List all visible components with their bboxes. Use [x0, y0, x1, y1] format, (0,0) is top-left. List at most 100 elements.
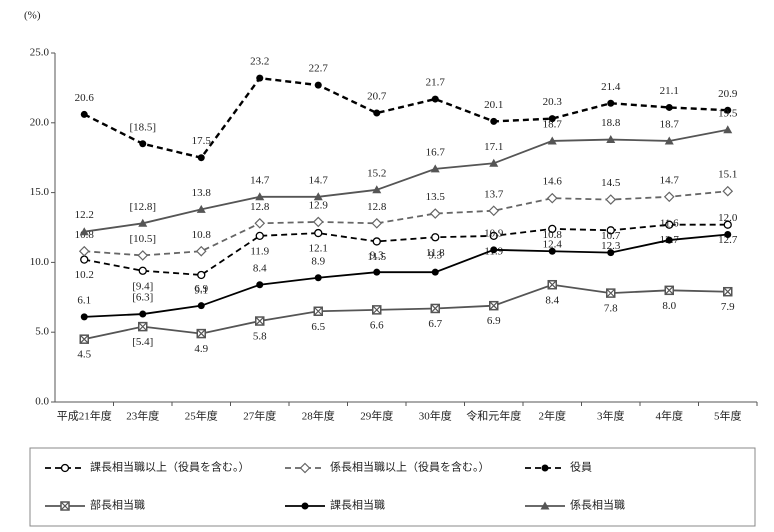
data-point — [372, 237, 381, 246]
series-line — [84, 190, 728, 257]
data-point — [430, 303, 440, 314]
data-point — [664, 285, 674, 296]
data-point — [197, 154, 205, 162]
data-label: 4.5 — [77, 349, 91, 361]
data-point — [490, 246, 498, 254]
data-label: 11.6 — [660, 218, 679, 230]
data-label: 8.9 — [311, 255, 325, 267]
data-label: 6.9 — [487, 315, 501, 327]
data-point — [373, 268, 381, 276]
legend-label: 役員 — [570, 460, 592, 474]
legend-marker — [541, 464, 549, 472]
data-label: 6.7 — [428, 318, 442, 330]
x-tick-label: 2年度 — [539, 409, 567, 423]
data-label: 11.8 — [426, 247, 445, 259]
data-point — [138, 321, 148, 332]
data-point — [314, 274, 322, 282]
data-point — [547, 279, 557, 290]
data-point — [197, 270, 206, 280]
data-point — [606, 135, 616, 144]
data-label: 20.6 — [75, 92, 95, 104]
data-point — [312, 216, 324, 228]
data-label: 14.5 — [601, 177, 621, 189]
data-point — [79, 227, 89, 236]
data-label: 12.4 — [543, 238, 563, 250]
data-point — [547, 136, 557, 145]
legend-label: 課長相当職 — [330, 498, 385, 512]
data-label: 20.1 — [484, 99, 503, 111]
data-point — [373, 109, 381, 117]
legend-marker — [299, 462, 311, 474]
data-label: 6.1 — [77, 294, 91, 306]
data-label: 11.5 — [367, 251, 386, 263]
data-point — [195, 245, 207, 257]
data-point — [372, 185, 382, 194]
data-point — [663, 191, 675, 203]
data-label: 8.4 — [545, 294, 559, 306]
data-point — [372, 305, 382, 315]
data-point — [255, 231, 264, 241]
data-point — [489, 231, 498, 241]
data-label: 14.7 — [309, 174, 329, 186]
data-label: 23.2 — [250, 56, 269, 68]
data-point — [431, 95, 439, 103]
data-point — [607, 99, 615, 107]
data-label: 10.8 — [543, 229, 563, 241]
data-point — [138, 218, 148, 227]
data-label: 12.2 — [75, 209, 94, 221]
data-label: 4.9 — [194, 343, 208, 355]
data-label: 21.1 — [660, 85, 679, 97]
legend-label: 係長相当職以上（役員を含む。） — [330, 460, 490, 474]
data-point — [722, 185, 734, 197]
data-label: 10.7 — [601, 230, 621, 242]
data-point — [256, 281, 264, 289]
y-tick-label: 25.0 — [30, 47, 50, 59]
data-label: 12.0 — [718, 212, 738, 224]
data-point — [139, 310, 147, 318]
x-tick-label: 令和元年度 — [466, 409, 521, 423]
data-point — [254, 217, 266, 229]
data-label: 8.4 — [253, 262, 267, 274]
legend-marker — [60, 463, 70, 473]
data-point — [546, 192, 558, 204]
data-point — [196, 204, 206, 213]
data-label: 12.8 — [250, 201, 270, 213]
data-point — [607, 249, 615, 257]
series-line — [84, 223, 728, 276]
data-label: 18.8 — [601, 117, 621, 129]
data-point — [80, 255, 89, 264]
data-point — [606, 226, 615, 235]
data-label: 6.6 — [370, 319, 384, 331]
data-point — [723, 125, 733, 134]
x-tick-label: 28年度 — [302, 409, 335, 423]
data-point — [490, 117, 498, 125]
data-label: 15.2 — [367, 167, 386, 179]
data-label: 17.5 — [192, 135, 212, 147]
data-label: 20.9 — [718, 88, 738, 100]
data-label: 12.3 — [601, 240, 621, 252]
x-tick-label: 29年度 — [360, 409, 393, 423]
data-label: 12.9 — [309, 199, 329, 211]
y-unit: (%) — [24, 10, 41, 22]
series-line — [84, 283, 728, 341]
data-label: 13.8 — [192, 187, 212, 199]
x-tick-label: 平成21年度 — [57, 409, 112, 423]
data-point — [78, 245, 90, 257]
y-tick-label: 10.0 — [30, 256, 50, 268]
data-point — [314, 81, 322, 89]
data-point — [197, 302, 205, 310]
data-point — [313, 306, 323, 317]
data-label: [6.3] — [132, 292, 153, 304]
data-label: 16.7 — [426, 146, 446, 158]
legend-box — [29, 447, 756, 527]
data-point — [314, 228, 323, 238]
data-label: 14.7 — [660, 174, 680, 186]
x-tick-label: 25年度 — [185, 409, 218, 423]
data-point — [488, 205, 500, 217]
data-point — [429, 208, 441, 219]
data-label: 20.3 — [543, 96, 563, 108]
data-label: 9.1 — [194, 284, 208, 296]
legend-marker — [301, 502, 309, 510]
data-label: 6.9 — [194, 283, 208, 295]
